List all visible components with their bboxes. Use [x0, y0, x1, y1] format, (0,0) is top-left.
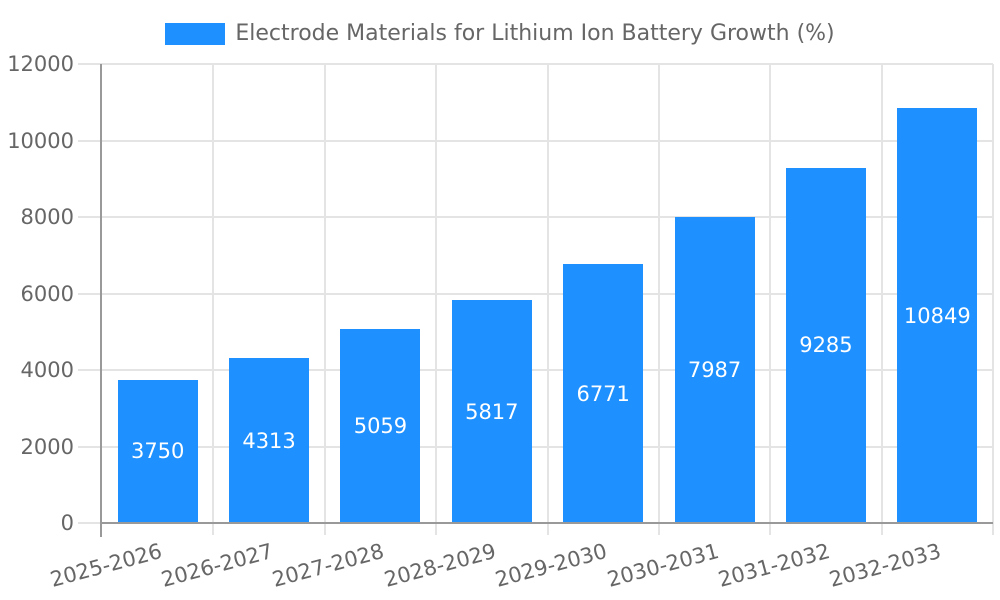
bar [340, 329, 421, 523]
bar [785, 167, 866, 523]
bar [674, 217, 755, 523]
h-gridline [78, 63, 993, 65]
v-gridline [435, 64, 438, 535]
legend-title: Electrode Materials for Lithium Ion Batt… [235, 21, 835, 46]
v-gridline [880, 64, 883, 535]
v-gridline [546, 64, 549, 535]
v-gridline [992, 64, 994, 535]
v-gridline [769, 64, 772, 535]
y-tick-label: 4000 [20, 358, 74, 382]
bar [563, 264, 644, 523]
bar-value-label: 9285 [799, 333, 853, 358]
bar-value-label: 7987 [687, 358, 742, 383]
h-gridline [78, 216, 993, 218]
y-tick-label: 6000 [20, 281, 74, 306]
bar-value-label: 5817 [465, 399, 519, 424]
bar [451, 300, 532, 523]
legend-swatch [165, 23, 226, 45]
chart-legend: Electrode Materials for Lithium Ion Batt… [0, 20, 1000, 48]
y-tick-label: 8000 [20, 205, 74, 229]
y-tick-label: 2000 [20, 434, 74, 459]
h-gridline [78, 445, 993, 448]
x-axis-line [100, 522, 993, 524]
h-gridline [78, 292, 993, 295]
bar [897, 108, 978, 523]
bar [117, 379, 198, 523]
h-gridline [78, 139, 993, 142]
bar-value-label: 6771 [576, 381, 630, 406]
bar [229, 358, 310, 523]
v-gridline [657, 64, 660, 535]
v-gridline [323, 64, 326, 535]
v-gridline [212, 64, 215, 535]
h-gridline [78, 369, 993, 371]
y-tick-label: 12000 [7, 52, 74, 76]
y-axis-line [100, 64, 102, 537]
y-tick-label: 10000 [7, 128, 74, 153]
y-tick-label: 0 [60, 511, 74, 535]
bar-value-label: 4313 [242, 428, 296, 453]
bar-value-label: 3750 [130, 439, 185, 464]
bar-value-label: 10849 [903, 303, 971, 328]
bar-value-label: 5059 [353, 414, 408, 439]
